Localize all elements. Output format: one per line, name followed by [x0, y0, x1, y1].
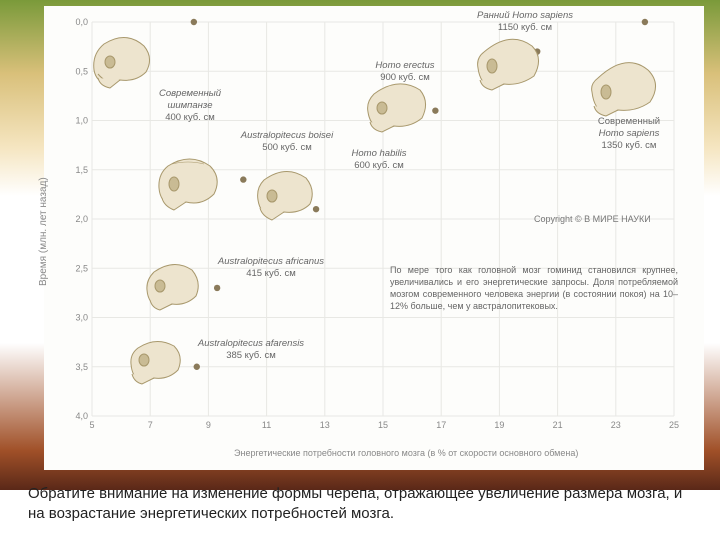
- svg-text:19: 19: [494, 420, 504, 430]
- svg-text:2,5: 2,5: [75, 263, 88, 273]
- svg-text:9: 9: [206, 420, 211, 430]
- svg-text:23: 23: [611, 420, 621, 430]
- energy-paragraph: По мере того как головной мозг гоминид с…: [390, 264, 678, 313]
- svg-text:25: 25: [669, 420, 679, 430]
- label-early: Ранний Homo sapiens 1150 куб. см: [460, 10, 590, 34]
- label-boisei: Australopitecus boisei 500 куб. см: [232, 130, 342, 154]
- svg-text:13: 13: [320, 420, 330, 430]
- evolution-chart: Время (млн. лет назад) Энергетические по…: [44, 6, 704, 470]
- label-afarensis: Australopitecus afarensis 385 куб. см: [196, 338, 306, 362]
- svg-text:5: 5: [89, 420, 94, 430]
- svg-text:1,0: 1,0: [75, 116, 88, 126]
- svg-text:11: 11: [262, 420, 271, 430]
- svg-text:3,5: 3,5: [75, 362, 88, 372]
- svg-text:7: 7: [148, 420, 153, 430]
- svg-text:15: 15: [378, 420, 388, 430]
- x-axis-title: Энергетические потребности головного моз…: [234, 448, 578, 458]
- svg-text:21: 21: [553, 420, 563, 430]
- skull-chimp: [86, 34, 158, 90]
- label-africanus: Australopitecus africanus 415 куб. см: [216, 256, 326, 280]
- svg-text:0,0: 0,0: [75, 17, 88, 27]
- skull-boisei: [152, 154, 226, 212]
- label-modern: СовременныйHomo sapiens 1350 куб. см: [574, 116, 684, 152]
- svg-text:17: 17: [436, 420, 446, 430]
- svg-text:2,0: 2,0: [75, 214, 88, 224]
- svg-text:3,0: 3,0: [75, 313, 88, 323]
- skull-afarensis: [124, 336, 188, 386]
- slide-caption: Обратите внимание на изменение формы чер…: [28, 484, 698, 525]
- svg-text:4,0: 4,0: [75, 411, 88, 421]
- skull-erectus: [360, 80, 434, 136]
- copyright-text: Copyright © В МИРЕ НАУКИ: [534, 214, 651, 224]
- svg-text:1,5: 1,5: [75, 165, 88, 175]
- skull-habilis: [250, 168, 320, 222]
- skull-modern-sapiens: [584, 60, 662, 122]
- skull-africanus: [140, 260, 206, 312]
- y-axis-title: Время (млн. лет назад): [38, 177, 49, 286]
- label-habilis: Homo habilis 600 куб. см: [334, 148, 424, 172]
- label-erectus: Homo erectus 900 куб. см: [360, 60, 450, 84]
- label-chimp: Современный шимпанзе 400 куб. см: [140, 88, 240, 124]
- skull-early-sapiens: [470, 36, 546, 94]
